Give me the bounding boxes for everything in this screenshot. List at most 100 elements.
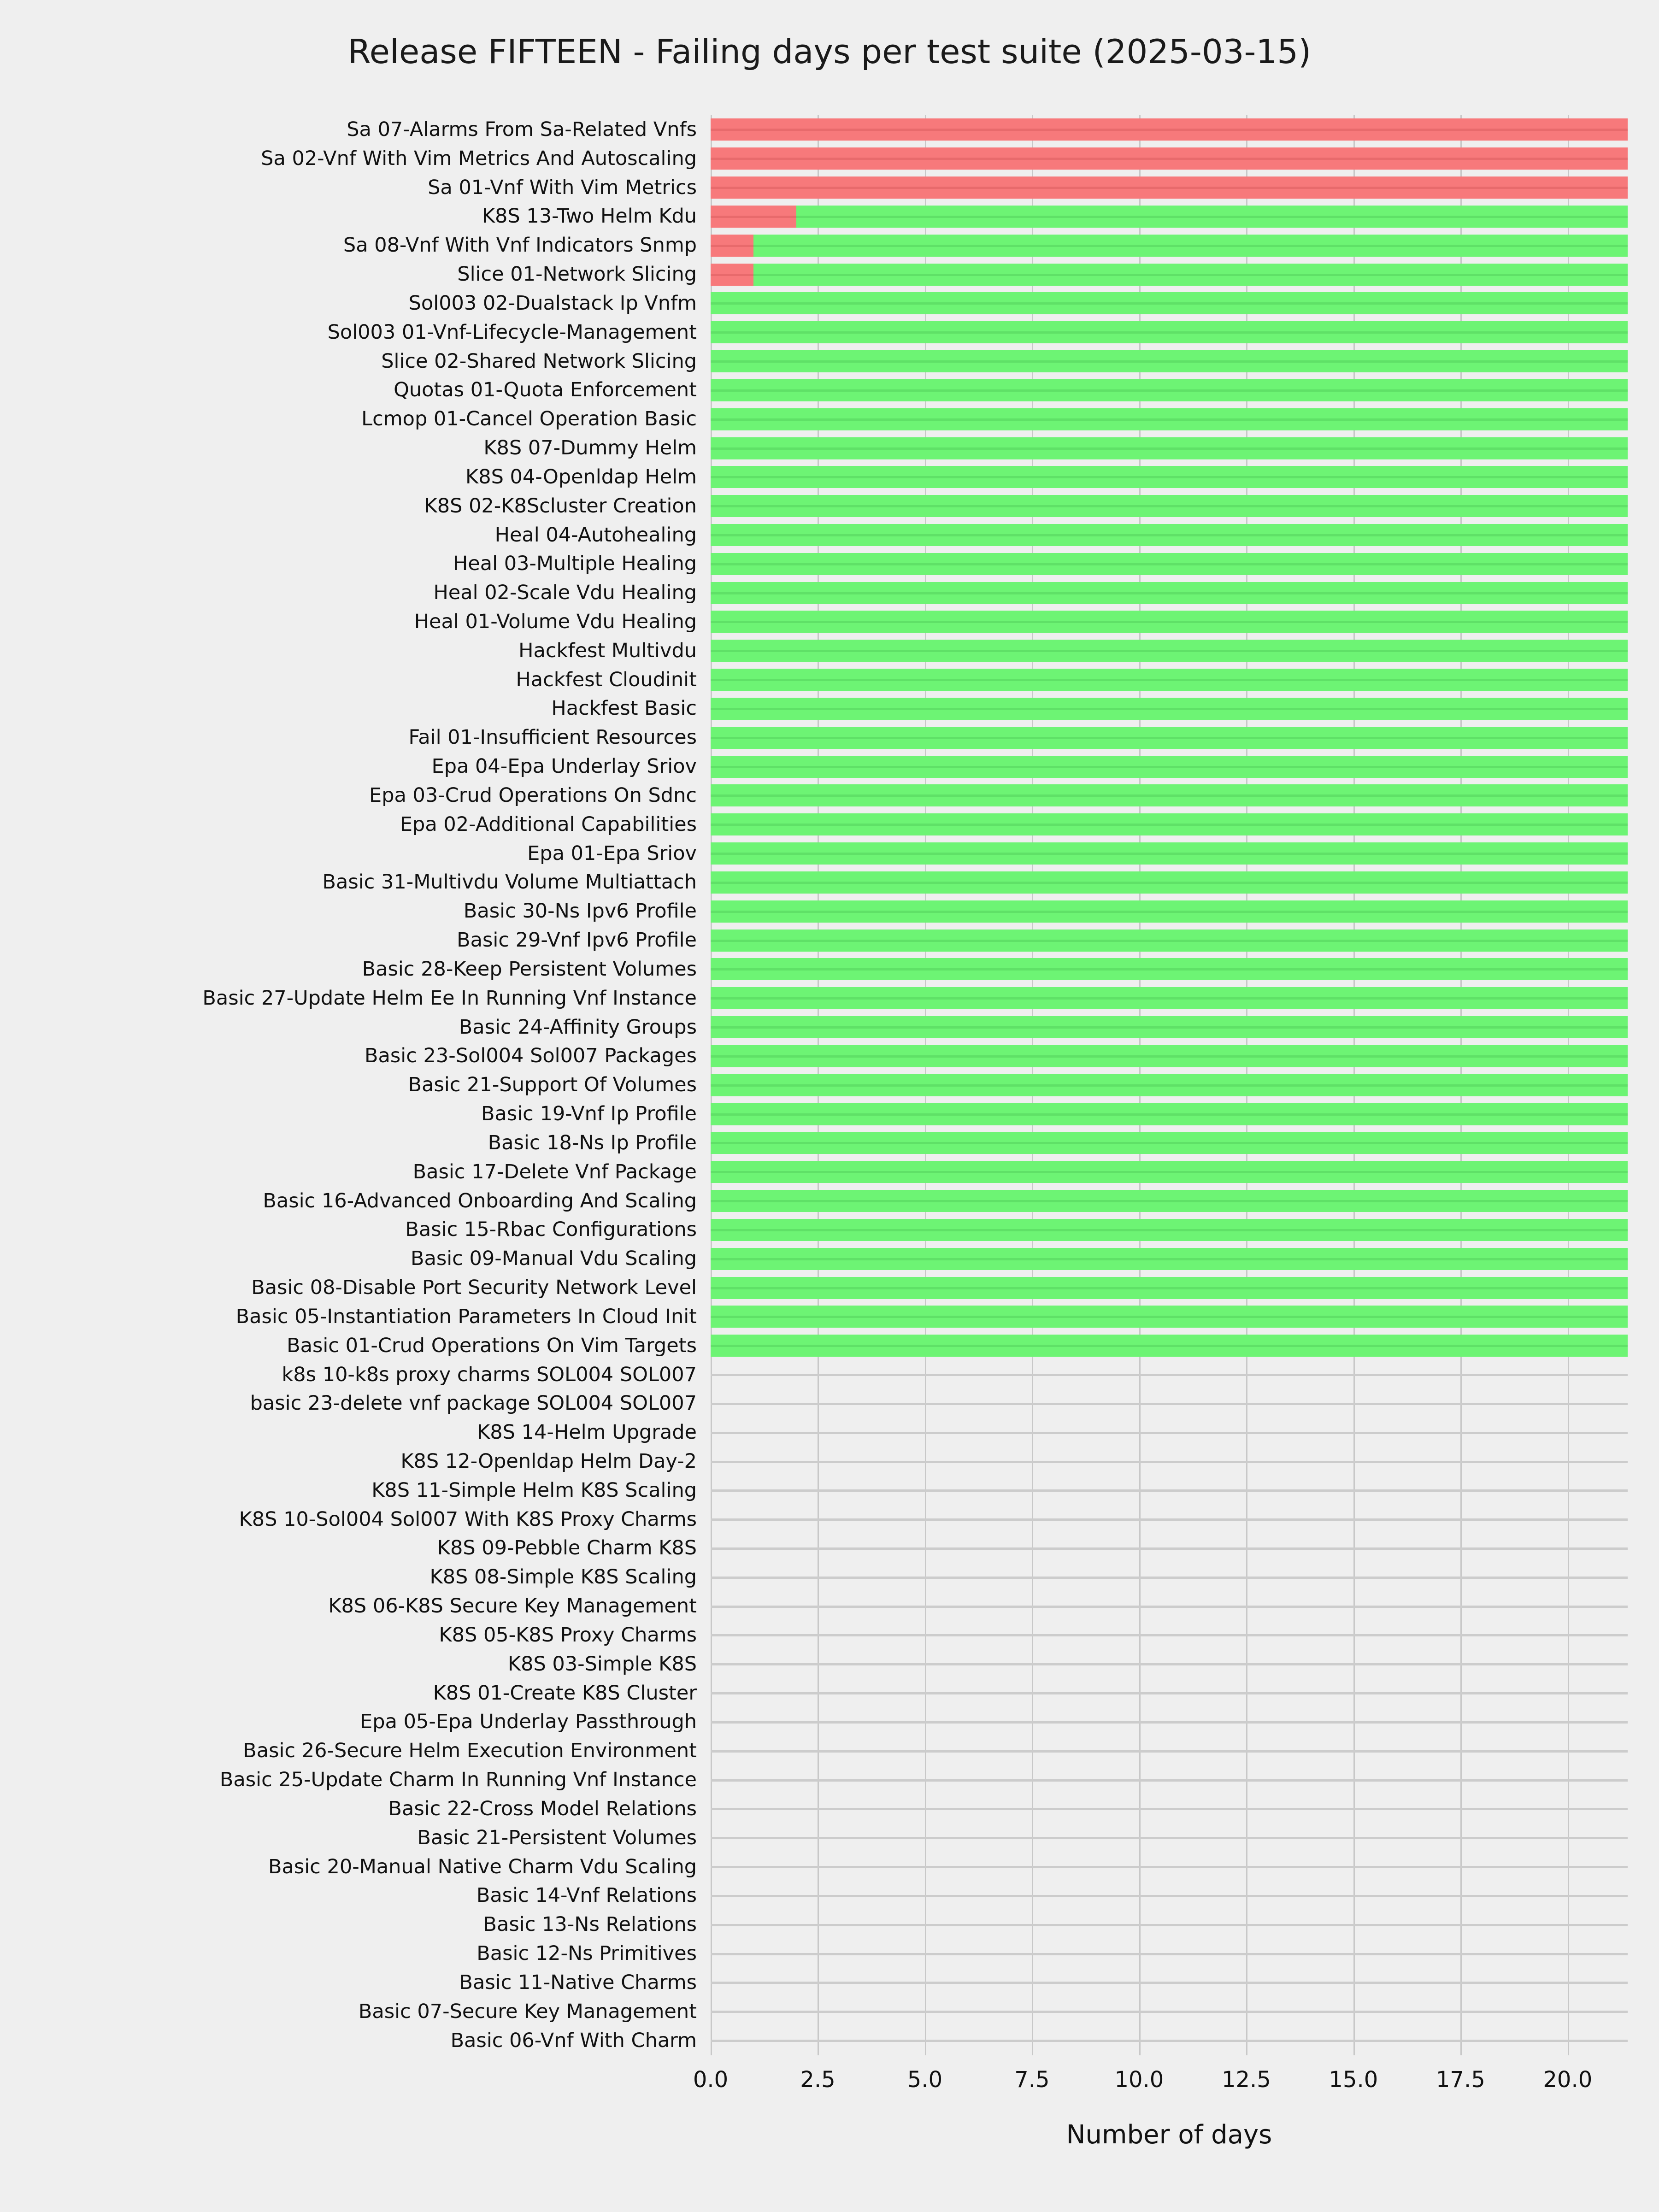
bar-row bbox=[711, 665, 1628, 694]
stacked-bar bbox=[711, 871, 1628, 894]
y-tick-label: K8S 03-Simple K8S bbox=[507, 1652, 697, 1676]
y-tick-label: Epa 05-Epa Underlay Passthrough bbox=[360, 1710, 697, 1734]
bar-segment-passing bbox=[711, 553, 1628, 575]
bar-segment-passing bbox=[711, 900, 1628, 923]
bar-segment-passing bbox=[711, 755, 1628, 778]
y-tick-label: K8S 13-Two Helm Kdu bbox=[482, 205, 697, 228]
bar-segment-passing bbox=[711, 987, 1628, 1010]
y-tick-label: Quotas 01-Quota Enforcement bbox=[394, 378, 697, 402]
y-tick-label: Basic 05-Instantiation Parameters In Clo… bbox=[235, 1305, 697, 1328]
bar-midline bbox=[711, 1258, 1628, 1260]
y-tick-label: Heal 04-Autohealing bbox=[494, 523, 697, 547]
bar-segment-passing bbox=[796, 205, 1628, 228]
x-tick-label: 20.0 bbox=[1543, 2067, 1593, 2093]
stacked-bar bbox=[711, 1161, 1628, 1183]
bar-row bbox=[711, 1968, 1628, 1997]
y-tick-label: Heal 01-Volume Vdu Healing bbox=[414, 610, 697, 633]
stacked-bar bbox=[711, 842, 1628, 865]
y-tick-label: Basic 12-Ns Primitives bbox=[477, 1942, 697, 1965]
stacked-bar bbox=[711, 1074, 1628, 1096]
x-tick-label: 17.5 bbox=[1435, 2067, 1485, 2093]
x-tick-label: 15.0 bbox=[1329, 2067, 1378, 2093]
bar-row bbox=[711, 1736, 1628, 1765]
bar-segment-passing bbox=[711, 1161, 1628, 1183]
bar-row bbox=[711, 434, 1628, 463]
bar-row bbox=[711, 1765, 1628, 1794]
y-axis-tick-labels: Sa 07-Alarms From Sa-Related Vnfs Sa 02-V… bbox=[0, 115, 697, 2055]
stacked-bar bbox=[711, 669, 1628, 691]
stacked-bar bbox=[711, 1218, 1628, 1241]
y-tick-label: Basic 18-Ns Ip Profile bbox=[488, 1131, 697, 1154]
y-tick-label: K8S 11-Simple Helm K8S Scaling bbox=[371, 1478, 697, 1502]
bar-segment-passing bbox=[711, 292, 1628, 315]
bar-segment-passing bbox=[711, 524, 1628, 546]
stacked-bar bbox=[711, 379, 1628, 401]
y-tick-label: Basic 15-Rbac Configurations bbox=[405, 1218, 697, 1241]
horizontal-gridline bbox=[711, 1663, 1628, 1666]
y-tick-label: Hackfest Cloudinit bbox=[516, 668, 697, 691]
bar-segment-passing bbox=[711, 929, 1628, 952]
stacked-bar bbox=[711, 1247, 1628, 1270]
y-tick-label: Epa 04-Epa Underlay Sriov bbox=[431, 755, 697, 778]
bar-segment-passing bbox=[711, 842, 1628, 865]
horizontal-gridline bbox=[711, 1605, 1628, 1608]
bar-row bbox=[711, 1447, 1628, 1476]
y-tick-label: k8s 10-k8s proxy charms SOL004 SOL007 bbox=[282, 1363, 697, 1386]
y-tick-label: Basic 08-Disable Port Security Network L… bbox=[251, 1276, 697, 1300]
stacked-bar bbox=[711, 118, 1628, 141]
bar-row bbox=[711, 839, 1628, 868]
bar-midline bbox=[711, 1113, 1628, 1116]
bar-row bbox=[711, 723, 1628, 752]
bar-midline bbox=[796, 215, 1628, 218]
bar-midline bbox=[711, 997, 1628, 1000]
bar-segment-passing bbox=[711, 1103, 1628, 1125]
y-tick-label: K8S 14-Helm Upgrade bbox=[477, 1421, 697, 1444]
bar-midline bbox=[711, 1229, 1628, 1231]
bar-segment-passing bbox=[711, 1016, 1628, 1039]
stacked-bar bbox=[711, 321, 1628, 344]
stacked-bar bbox=[711, 1016, 1628, 1039]
bar-segment-passing bbox=[711, 1335, 1628, 1357]
horizontal-gridline bbox=[711, 1431, 1628, 1434]
stacked-bar bbox=[711, 900, 1628, 923]
bar-row bbox=[711, 752, 1628, 781]
bar-segment-passing bbox=[711, 437, 1628, 459]
bar-segment-passing bbox=[711, 958, 1628, 981]
bar-segment-passing bbox=[753, 263, 1628, 286]
stacked-bar bbox=[711, 263, 1628, 286]
x-tick-label: 12.5 bbox=[1221, 2067, 1271, 2093]
bar-row bbox=[711, 1621, 1628, 1650]
y-tick-label: K8S 08-Simple K8S Scaling bbox=[429, 1565, 697, 1589]
stacked-bar bbox=[711, 611, 1628, 633]
bar-row bbox=[711, 1331, 1628, 1360]
bar-midline bbox=[711, 853, 1628, 855]
y-tick-label: Basic 23-Sol004 Sol007 Packages bbox=[365, 1044, 697, 1068]
bar-segment-passing bbox=[711, 350, 1628, 373]
stacked-bar bbox=[711, 524, 1628, 546]
stacked-bar bbox=[711, 697, 1628, 720]
bar-segment-passing bbox=[711, 495, 1628, 518]
bar-row bbox=[711, 897, 1628, 926]
bar-midline bbox=[711, 1084, 1628, 1087]
bar-midline bbox=[711, 129, 1628, 131]
bar-segment-failing bbox=[711, 205, 796, 228]
stacked-bar bbox=[711, 1132, 1628, 1154]
x-tick-label: 5.0 bbox=[907, 2067, 943, 2093]
horizontal-gridline bbox=[711, 1547, 1628, 1550]
y-tick-label: Sa 08-Vnf With Vnf Indicators Snmp bbox=[343, 234, 697, 257]
y-tick-label: Heal 02-Scale Vdu Healing bbox=[433, 581, 697, 605]
bar-row bbox=[711, 376, 1628, 405]
bar-row bbox=[711, 1650, 1628, 1679]
bar-row bbox=[711, 1794, 1628, 1824]
bar-midline bbox=[711, 1287, 1628, 1289]
bar-midline bbox=[711, 331, 1628, 334]
y-tick-label: Hackfest Multivdu bbox=[518, 639, 697, 662]
bar-row bbox=[711, 955, 1628, 984]
bar-midline bbox=[711, 968, 1628, 971]
bar-row bbox=[711, 202, 1628, 231]
bar-segment-passing bbox=[711, 321, 1628, 344]
bar-segment-failing bbox=[711, 263, 753, 286]
bar-row bbox=[711, 1708, 1628, 1737]
y-tick-label: Basic 25-Update Charm In Running Vnf Ins… bbox=[219, 1768, 697, 1792]
bar-row bbox=[711, 1042, 1628, 1071]
